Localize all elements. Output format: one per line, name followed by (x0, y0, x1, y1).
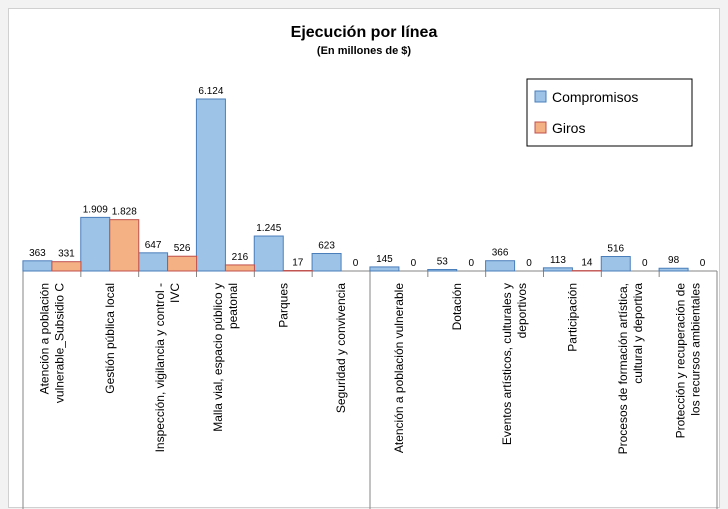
bar-giros-3 (225, 265, 254, 271)
category-label-7: Dotación (450, 283, 464, 330)
data-label-giros-11: 0 (700, 258, 706, 269)
data-label-compromisos-3: 6.124 (198, 86, 223, 97)
data-label-giros-0: 331 (58, 249, 75, 260)
category-label-line: peatonal (226, 283, 240, 329)
category-label-line: los recursos ambientales (689, 283, 703, 416)
category-label-line: Atención a población vulnerable (392, 283, 406, 453)
legend-label-compromisos: Compromisos (552, 89, 638, 105)
data-label-giros-9: 14 (581, 258, 593, 269)
category-label-line: deportivos (515, 283, 529, 338)
bar-giros-0 (52, 262, 81, 271)
data-label-giros-4: 17 (292, 258, 304, 269)
category-label-5: Seguridad y convivencia (334, 283, 348, 413)
data-label-giros-3: 216 (232, 252, 249, 263)
category-label-line: Inspección, vigilancia y control - (153, 283, 167, 452)
category-label-line: Procesos de formación artística, (616, 283, 630, 454)
chart-frame: Ejecución por línea (En millones de $) 3… (8, 8, 720, 508)
bar-compromisos-5 (312, 254, 341, 271)
legend-label-giros: Giros (552, 120, 585, 136)
data-label-giros-10: 0 (642, 258, 648, 269)
data-label-compromisos-0: 363 (29, 248, 46, 259)
category-label-line: Gestión pública local (103, 283, 117, 394)
category-label-line: Atención a población (37, 283, 51, 394)
bar-compromisos-0 (23, 261, 52, 271)
data-label-compromisos-6: 145 (376, 254, 393, 265)
bar-giros-2 (168, 256, 197, 271)
legend: Compromisos Giros (527, 79, 692, 146)
chart-title: Ejecución por línea (291, 24, 438, 41)
bar-compromisos-7 (428, 270, 457, 271)
category-label-line: IVC (168, 283, 182, 303)
category-label-line: Malla vial, espacio público y (211, 283, 225, 432)
category-label-line: cultural y deportiva (631, 283, 645, 384)
category-label-line: Participación (565, 283, 579, 352)
bar-giros-1 (110, 220, 139, 271)
category-label-4: Parques (276, 283, 290, 328)
bar-compromisos-2 (139, 253, 168, 271)
bar-compromisos-8 (486, 261, 515, 271)
category-label-6: Atención a población vulnerable (392, 283, 406, 453)
bar-compromisos-1 (81, 217, 110, 271)
data-label-giros-8: 0 (526, 258, 532, 269)
data-label-compromisos-9: 113 (550, 255, 566, 266)
data-label-compromisos-5: 623 (318, 241, 335, 252)
data-label-giros-1: 1.828 (112, 207, 137, 218)
legend-swatch-giros (535, 122, 546, 133)
category-label-line: Seguridad y convivencia (334, 283, 348, 413)
category-label-line: vulnerable_Subsidio C (52, 283, 66, 403)
chart-subtitle: (En millones de $) (317, 45, 411, 57)
category-label-line: Parques (276, 283, 290, 328)
data-label-compromisos-1: 1.909 (83, 204, 108, 215)
chart-svg: Ejecución por línea (En millones de $) 3… (9, 9, 721, 509)
bar-compromisos-4 (254, 236, 283, 271)
category-label-0: Atención a poblaciónvulnerable_Subsidio … (37, 283, 66, 403)
bar-compromisos-10 (601, 257, 630, 271)
category-label-10: Procesos de formación artística,cultural… (616, 283, 645, 455)
category-label-line: Eventos artísticos, culturales y (500, 283, 514, 445)
data-label-compromisos-2: 647 (145, 240, 162, 251)
category-label-2: Inspección, vigilancia y control -IVC (153, 283, 182, 453)
category-label-8: Eventos artísticos, culturales ydeportiv… (500, 283, 529, 445)
data-label-compromisos-4: 1.245 (256, 223, 281, 234)
data-label-compromisos-7: 53 (437, 257, 449, 268)
data-label-giros-5: 0 (353, 258, 359, 269)
category-label-11: Protección y recuperación delos recursos… (674, 283, 703, 439)
plot-area: 363 1.909 647 6.124 1.245 623 145 53 366 113 516 98… (23, 86, 717, 509)
data-label-giros-7: 0 (468, 258, 474, 269)
legend-swatch-compromisos (535, 91, 546, 102)
data-label-giros-2: 526 (174, 243, 191, 254)
category-label-line: Protección y recuperación de (674, 283, 688, 439)
category-label-3: Malla vial, espacio público ypeatonal (211, 283, 240, 432)
bar-compromisos-11 (659, 268, 688, 271)
bar-compromisos-3 (196, 99, 225, 271)
data-label-compromisos-11: 98 (668, 255, 680, 266)
category-label-1: Gestión pública local (103, 283, 117, 394)
bar-compromisos-6 (370, 267, 399, 271)
bar-compromisos-9 (543, 268, 572, 271)
category-label-line: Dotación (450, 283, 464, 330)
data-label-giros-6: 0 (411, 258, 417, 269)
data-label-compromisos-8: 366 (492, 248, 509, 259)
data-label-compromisos-10: 516 (607, 244, 624, 255)
category-label-9: Participación (565, 283, 579, 352)
